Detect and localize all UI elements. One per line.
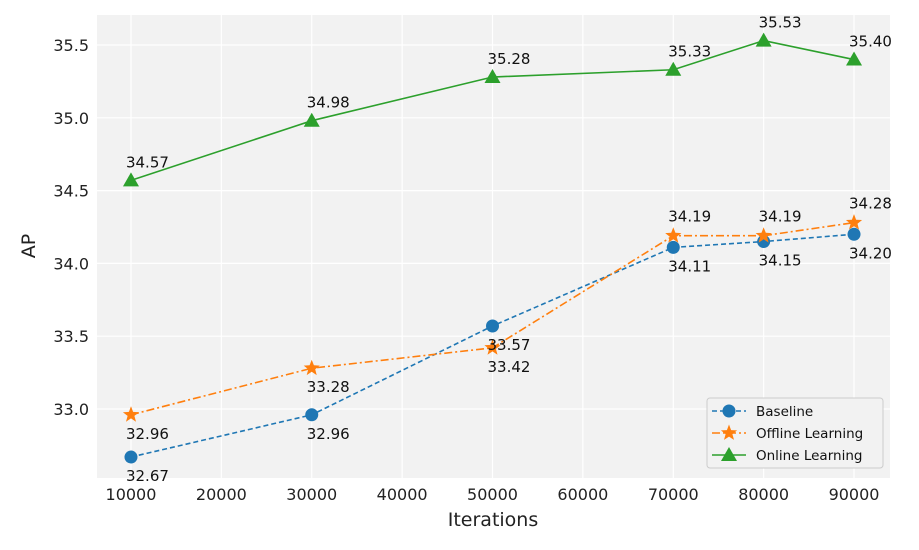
x-tick-label: 30000 <box>286 485 337 504</box>
offline-learning-data-label: 34.19 <box>759 208 802 226</box>
online-learning-data-label: 35.40 <box>849 33 892 51</box>
baseline-point <box>305 408 319 422</box>
online-learning-data-label: 35.53 <box>759 14 802 32</box>
x-tick-label: 70000 <box>648 485 699 504</box>
offline-learning-line <box>130 221 855 416</box>
offline-learning-point <box>303 359 320 376</box>
online-learning-point <box>484 69 501 84</box>
data-labels: 32.67 32.96 33.57 34.11 34.15 34.20 32.96 33.28… <box>126 14 892 485</box>
x-tick-label: 40000 <box>377 485 428 504</box>
baseline-point <box>666 240 680 254</box>
x-tick-label: 90000 <box>829 485 880 504</box>
series-baseline <box>124 227 861 464</box>
baseline-data-label: 34.11 <box>668 257 711 275</box>
online-learning-point <box>846 51 863 66</box>
offline-learning-point <box>755 227 772 243</box>
y-tick-label: 34.0 <box>53 254 89 273</box>
baseline-data-label: 32.96 <box>307 425 350 443</box>
ticks: 10000 20000 30000 40000 50000 60000 70000 80000… <box>53 36 879 504</box>
y-tick-label: 34.5 <box>53 182 89 201</box>
offline-learning-data-label: 33.42 <box>488 358 531 376</box>
offline-learning-data-label: 34.19 <box>668 208 711 226</box>
offline-learning-data-label: 34.28 <box>849 195 892 213</box>
online-learning-line <box>130 39 855 182</box>
baseline-point <box>124 450 138 464</box>
baseline-data-label: 34.20 <box>849 244 892 262</box>
y-axis-label: AP <box>18 234 40 258</box>
online-learning-point <box>665 61 682 76</box>
legend-item-offline-learning: Offline Learning <box>712 424 863 442</box>
x-tick-label: 10000 <box>106 485 157 504</box>
y-tick-label: 35.5 <box>53 36 89 55</box>
online-learning-data-label: 35.33 <box>668 43 711 61</box>
legend-circle-icon <box>722 404 736 418</box>
y-tick-label: 35.0 <box>53 109 89 128</box>
legend-triangle-icon <box>721 447 737 461</box>
online-learning-point <box>303 112 320 127</box>
legend-box <box>706 397 884 469</box>
offline-learning-data-label: 33.28 <box>307 378 350 396</box>
x-tick-label: 80000 <box>738 485 789 504</box>
x-axis-label: Iterations <box>448 509 539 531</box>
legend-star-icon <box>720 424 738 440</box>
series-online-learning <box>122 32 863 187</box>
offline-learning-point <box>665 227 682 243</box>
series <box>122 32 863 464</box>
y-tick-label: 33.5 <box>53 327 89 346</box>
baseline-data-label: 33.57 <box>488 336 531 354</box>
offline-learning-point <box>122 406 140 422</box>
legend-label: Online Learning <box>756 448 862 464</box>
online-learning-data-label: 34.57 <box>126 153 169 171</box>
legend-label: Offline Learning <box>756 426 863 442</box>
x-tick-label: 60000 <box>557 485 608 504</box>
baseline-data-label: 32.67 <box>126 467 169 485</box>
baseline-point <box>847 227 861 241</box>
x-tick-label: 20000 <box>196 485 247 504</box>
legend-label: Baseline <box>756 404 813 420</box>
offline-learning-data-label: 32.96 <box>126 425 169 443</box>
baseline-point <box>486 319 500 333</box>
legend-item-baseline: Baseline <box>712 404 813 420</box>
offline-learning-point <box>484 339 501 355</box>
x-tick-label: 50000 <box>467 485 518 504</box>
online-learning-data-label: 34.98 <box>307 94 350 112</box>
baseline-data-label: 34.15 <box>759 252 802 270</box>
online-learning-data-label: 35.28 <box>488 50 531 68</box>
baseline-line <box>130 233 855 458</box>
legend-item-online-learning: Online Learning <box>712 447 862 464</box>
y-tick-label: 33.0 <box>53 400 89 419</box>
series-offline-learning <box>122 214 863 422</box>
online-learning-point <box>122 172 139 187</box>
online-learning-point <box>755 32 772 47</box>
legend: Baseline Offline Learning Online Learning <box>706 397 884 469</box>
offline-learning-point <box>845 214 863 230</box>
